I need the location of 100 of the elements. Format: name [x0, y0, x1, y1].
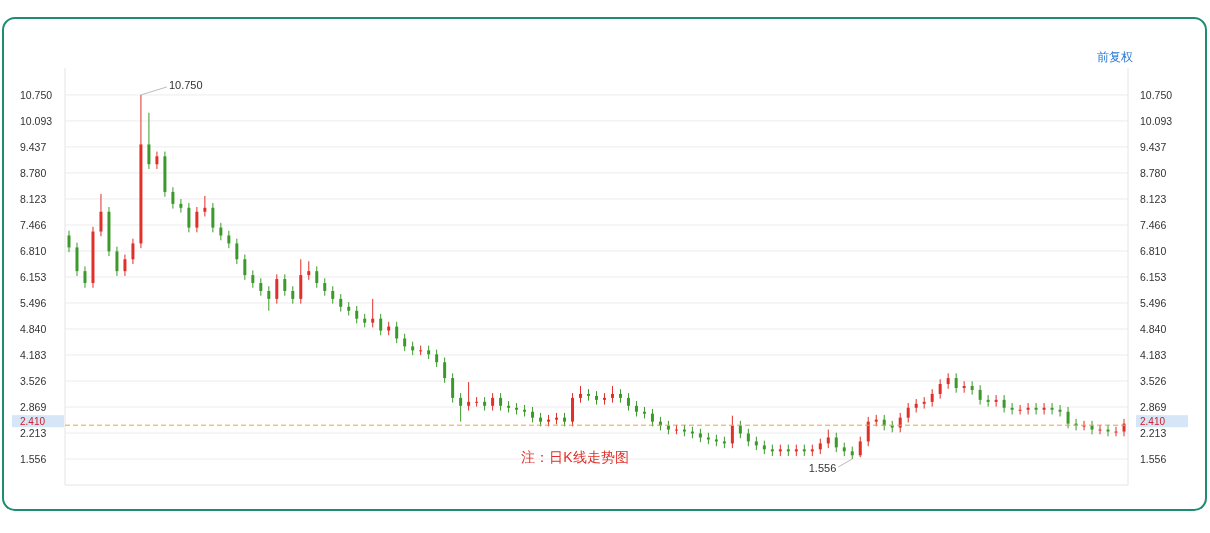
- y-tick-label: 3.526: [20, 375, 47, 388]
- candlestick: [187, 202, 191, 233]
- candlestick: [67, 230, 71, 253]
- candlestick: [834, 432, 838, 453]
- candlestick: [115, 246, 119, 277]
- candlestick: [83, 265, 87, 289]
- candlestick: [898, 412, 902, 433]
- candlestick: [1026, 402, 1030, 416]
- candlestick: [451, 372, 455, 404]
- y2-tick-label: 2.869: [1140, 401, 1167, 414]
- candlestick: [147, 112, 151, 170]
- y2-tick-label: 6.153: [1140, 270, 1167, 283]
- y-tick-label: 6.810: [20, 244, 47, 257]
- y2-tick-label: 8.123: [1140, 192, 1167, 205]
- y-tick-label: 8.123: [20, 192, 47, 205]
- y-tick-label: 10.750: [20, 88, 53, 101]
- y2-tick-label: 10.093: [1140, 114, 1173, 127]
- candlestick: [1050, 402, 1054, 416]
- candlestick: [1034, 402, 1038, 416]
- ref-line-label: 2.410: [1140, 416, 1166, 428]
- candlestick: [1114, 426, 1118, 437]
- candlestick: [922, 396, 926, 410]
- candlestick: [155, 151, 159, 170]
- candlestick: [1066, 406, 1070, 429]
- y2-tick-label: 9.437: [1140, 140, 1167, 153]
- candlestick: [267, 285, 271, 312]
- candlestick: [1058, 404, 1062, 417]
- candlestick: [1018, 404, 1022, 416]
- candlestick: [283, 273, 287, 297]
- candlestick: [986, 394, 990, 408]
- candlestick: [826, 429, 830, 449]
- candlestick: [75, 242, 79, 277]
- annotation: 10.750: [168, 78, 203, 91]
- y2-tick-label: 1.556: [1140, 453, 1167, 466]
- candlestick: [515, 402, 519, 416]
- y-tick-label: 5.496: [20, 296, 47, 309]
- candlestick: [307, 260, 311, 281]
- candlestick: [602, 392, 606, 406]
- text: 前复权: [1097, 50, 1133, 64]
- candlestick: [123, 254, 127, 277]
- y2-tick-label: 4.183: [1140, 348, 1167, 361]
- candlestick: [962, 380, 966, 394]
- candlestick: [171, 186, 175, 210]
- candlestick: [1002, 394, 1006, 414]
- candlestick: [243, 254, 247, 281]
- candlestick: [475, 396, 479, 408]
- y-tick-label: 9.437: [20, 140, 47, 153]
- y-tick-label: 8.780: [20, 166, 47, 179]
- candlestick: [99, 193, 103, 237]
- y-tick-label: 4.183: [20, 348, 47, 361]
- y2-tick-label: 5.496: [1140, 296, 1167, 309]
- candlestick: [954, 372, 958, 394]
- y-tick-label: 7.466: [20, 218, 47, 231]
- candlestick: [211, 202, 215, 233]
- y-tick-label: 6.153: [20, 270, 47, 283]
- text: 2.410: [20, 416, 46, 428]
- candlestick: [730, 415, 734, 449]
- candlestick: [1098, 424, 1102, 435]
- candlestick: [195, 206, 199, 233]
- candlestick: [970, 380, 974, 396]
- y2-tick-label: 7.466: [1140, 218, 1167, 231]
- candlestick: [131, 238, 135, 265]
- candlestick: [371, 298, 375, 328]
- candlestick: [203, 195, 207, 217]
- candlestick: [315, 265, 319, 289]
- candlestick: [299, 258, 303, 305]
- candlestick: [219, 222, 223, 241]
- candlestick: [994, 394, 998, 408]
- y-tick-label: 2.213: [20, 427, 47, 439]
- candlestick: [571, 392, 575, 427]
- candlestick: [507, 400, 511, 414]
- candlestick: [858, 436, 862, 458]
- candlestick: [275, 273, 279, 305]
- candlestick: [906, 402, 910, 423]
- candlestick: [938, 378, 942, 400]
- candlestick: [395, 321, 399, 344]
- candlestick: [1106, 424, 1110, 437]
- y-tick-label: 4.840: [20, 322, 47, 335]
- y-tick-label: 10.093: [20, 114, 53, 127]
- y2-tick-label: 6.810: [1140, 244, 1167, 257]
- candlestick: [1090, 420, 1094, 435]
- candlestick: [1010, 402, 1014, 416]
- candlestick: [1082, 420, 1086, 431]
- candlestick: [467, 381, 471, 412]
- candlestick: [587, 388, 591, 402]
- candlestick: [978, 384, 982, 406]
- annotation: 1.556: [808, 462, 837, 475]
- y-tick-label: 2.869: [20, 401, 47, 414]
- candlestick: [459, 392, 463, 423]
- y2-tick-label: 8.780: [1140, 166, 1167, 179]
- y2-tick-label: 2.213: [1140, 427, 1167, 439]
- y2-tick-label: 4.840: [1140, 322, 1167, 335]
- candlestick: [235, 238, 239, 265]
- y2-tick-label: 10.750: [1140, 88, 1173, 101]
- y-tick-label: 1.556: [20, 453, 47, 466]
- candlestick: [179, 198, 183, 214]
- candlestick: [866, 416, 870, 447]
- candlestick: [443, 356, 447, 384]
- candlestick: [379, 313, 383, 336]
- candlestick: [1042, 402, 1046, 416]
